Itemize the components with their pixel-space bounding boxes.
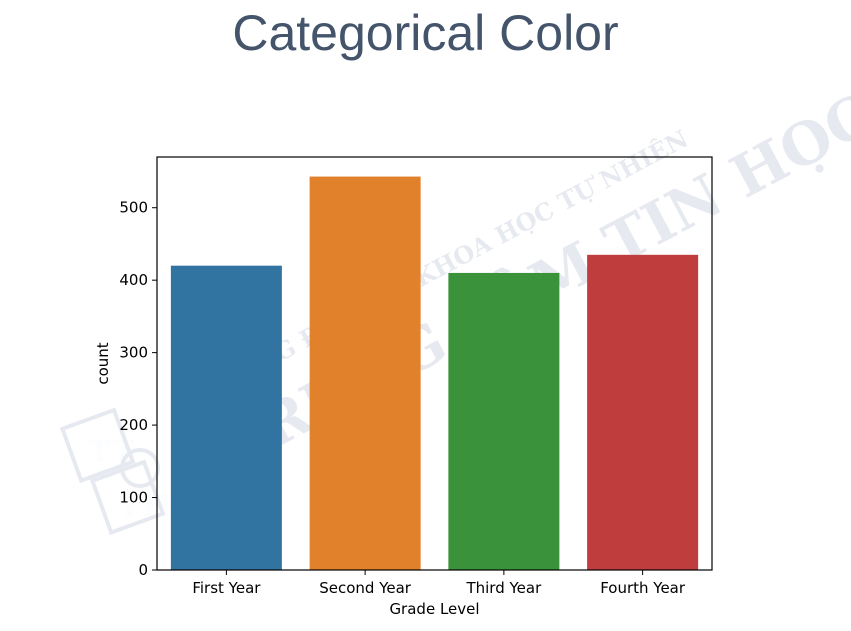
watermark-logo-letter: T <box>112 435 135 470</box>
plot-area: First Year Second Year Third Year Fourth Ye… <box>94 156 713 618</box>
bar-fourth-year <box>587 254 699 570</box>
watermark-logo: TTTH <box>59 407 166 536</box>
plot-frame <box>156 156 713 571</box>
y-axis-label: count <box>94 342 112 384</box>
slide-title: Categorical Color <box>232 5 619 61</box>
y-tick-label: 500 <box>119 199 148 217</box>
x-tick-label: First Year <box>192 579 261 597</box>
y-tick-label: 400 <box>119 271 148 289</box>
x-tick-label: Third Year <box>465 579 542 597</box>
bar-third-year <box>448 272 560 570</box>
bar-second-year <box>309 176 421 570</box>
x-tick-label: Second Year <box>319 579 412 597</box>
y-tick-label: 300 <box>119 344 148 362</box>
x-axis-label: Grade Level <box>389 600 479 618</box>
y-tick-label: 200 <box>119 416 148 434</box>
watermark-logo-letter: T <box>88 435 111 470</box>
y-tick-label: 0 <box>138 561 148 579</box>
bar-first-year <box>170 265 282 570</box>
y-tick-label: 100 <box>119 489 148 507</box>
x-tick-label: Fourth Year <box>600 579 686 597</box>
